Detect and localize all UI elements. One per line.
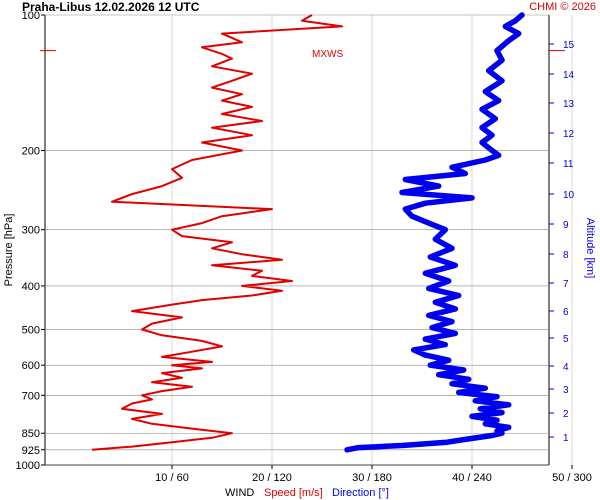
pressure-axis-label: Pressure [hPa] [3, 214, 15, 287]
grid-layer [44, 14, 573, 466]
altitude-tick-label: 3 [563, 385, 569, 396]
pressure-tick-label: 700 [22, 390, 40, 402]
x-tick-label: 20 / 120 [252, 472, 292, 484]
x-tick-label: 50 / 300 [552, 472, 592, 484]
x-tick-label: 30 / 180 [352, 472, 392, 484]
altitude-tick-label: 7 [563, 279, 569, 290]
x-tick-label: 40 / 240 [452, 472, 492, 484]
pressure-tick-label: 400 [22, 281, 40, 293]
altitude-tick-label: 11 [563, 159, 574, 170]
altitude-tick-label: 14 [563, 70, 575, 81]
direction-label: Direction [°] [332, 487, 389, 499]
pressure-tick-label: 100 [22, 10, 40, 22]
chart-title: Praha-Libus 12.02.2026 12 UTC [22, 0, 200, 14]
altitude-tick-label: 1 [563, 433, 569, 444]
direction-series-line [344, 12, 525, 453]
altitude-tick-label: 13 [563, 99, 575, 110]
altitude-axis-label: Altitude [km] [584, 218, 596, 279]
series-layer [91, 12, 525, 453]
altitude-tick-label: 9 [563, 220, 569, 231]
pressure-tick-label: 300 [22, 225, 40, 237]
altitude-tick-label: 6 [563, 307, 569, 318]
pressure-tick-label: 925 [22, 445, 40, 457]
tick-layer: 10 / 60 20 / 120 30 / 180 40 / 240 50 / 300 1… [16, 10, 592, 484]
mxws-annotation: MXWS [312, 49, 343, 60]
altitude-tick-label: 10 [563, 190, 575, 201]
speed-series-line [91, 14, 343, 451]
pressure-tick-label: 850 [22, 428, 40, 440]
altitude-tick-label: 15 [563, 40, 575, 51]
altitude-tick-label: 4 [563, 362, 569, 373]
altitude-tick-label: 5 [563, 334, 569, 345]
pressure-tick-label: 200 [22, 145, 40, 157]
pressure-tick-label: 1000 [16, 460, 40, 472]
speed-label: Speed [m/s] [264, 487, 323, 499]
wind-label: WIND [225, 487, 254, 499]
x-tick-label: 10 / 60 [155, 472, 189, 484]
pressure-tick-label: 500 [22, 325, 40, 337]
altitude-tick-label: 2 [563, 409, 569, 420]
copyright-label: CHMI © 2026 [529, 1, 596, 13]
altitude-tick-label: 8 [563, 250, 569, 261]
pressure-tick-label: 600 [22, 360, 40, 372]
altitude-tick-label: 12 [563, 129, 575, 140]
